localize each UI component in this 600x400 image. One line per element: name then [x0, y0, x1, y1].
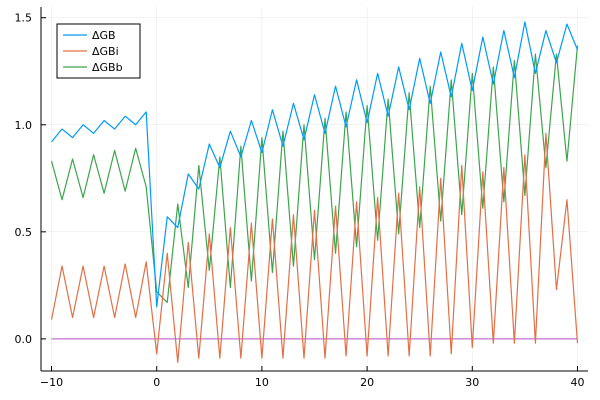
series-line [51, 21, 579, 308]
y-tick-label: 1.0 [15, 119, 33, 132]
y-tick-label: 1.5 [15, 12, 33, 25]
axes [40, 7, 588, 372]
series-line [50, 45, 579, 304]
legend-label: ΔGBb [92, 61, 123, 74]
x-tick-label: 20 [360, 376, 374, 389]
legend-label: ΔGB [92, 29, 116, 42]
legend: ΔGB ΔGBi ΔGBb [56, 23, 141, 79]
x-tick-label: 0 [153, 376, 160, 389]
x-tick-label: 40 [570, 376, 584, 389]
legend-label: ΔGBi [92, 45, 119, 58]
series-lines [50, 21, 579, 364]
y-tick-label: 0.0 [15, 333, 33, 346]
tick-labels: −10 0 10 20 30 40 0.0 0.5 1.0 1.5 [15, 12, 585, 389]
y-tick-label: 0.5 [15, 226, 33, 239]
x-tick-label: 10 [255, 376, 269, 389]
series-line [50, 132, 579, 364]
x-tick-label: −10 [40, 376, 63, 389]
x-tick-label: 30 [465, 376, 479, 389]
